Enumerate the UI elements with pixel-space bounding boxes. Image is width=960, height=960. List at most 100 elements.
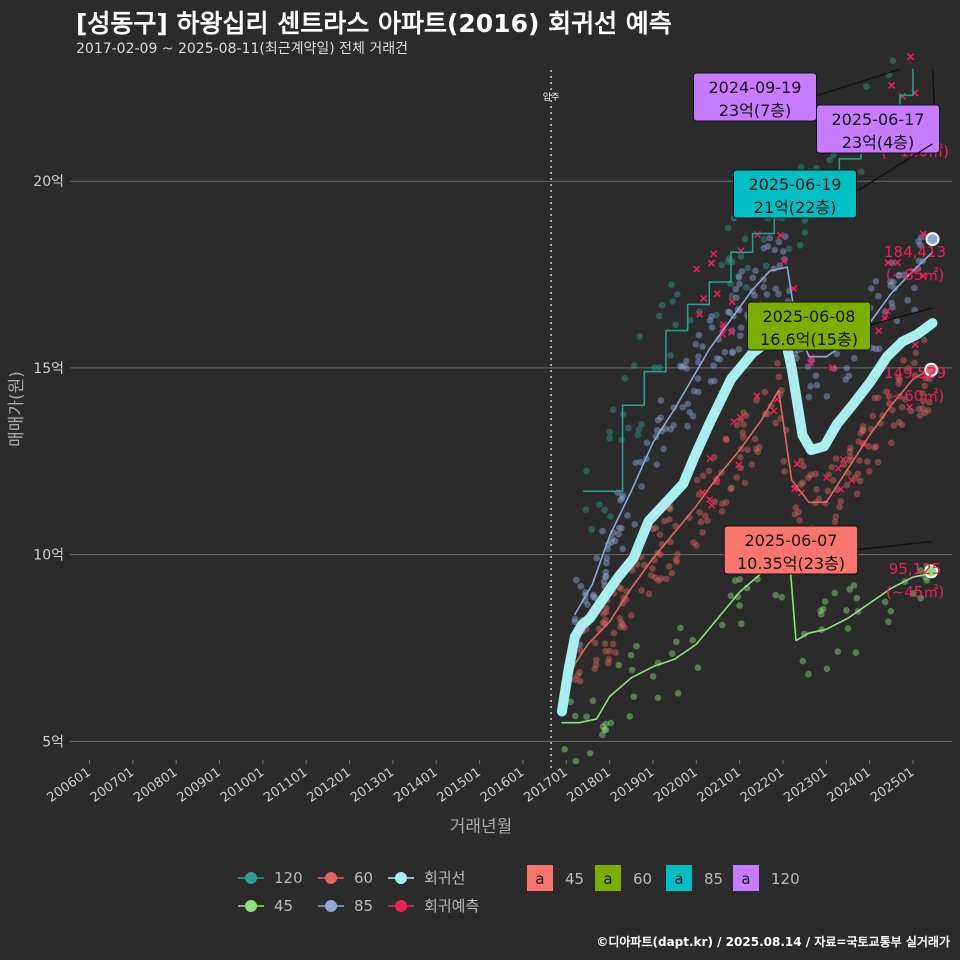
trade-point	[837, 498, 845, 505]
trade-point	[630, 362, 638, 369]
callout-text: 23억(4층)	[842, 133, 914, 152]
trade-point	[705, 467, 713, 475]
callout-date: 2025-06-07	[745, 531, 838, 550]
trade-point	[721, 348, 729, 356]
predict-marker	[776, 231, 784, 239]
trade-point	[667, 425, 675, 433]
predict-marker	[911, 341, 919, 349]
trade-point	[829, 476, 837, 484]
x-tick-label: 201801	[565, 765, 614, 806]
trade-point	[901, 396, 909, 403]
trade-point	[718, 261, 725, 269]
trade-point	[653, 461, 661, 468]
trade-point	[778, 386, 785, 394]
trade-point	[854, 470, 862, 478]
trade-point	[706, 317, 714, 324]
trade-point	[847, 453, 854, 460]
trade-point	[699, 528, 706, 536]
x-tick-label: 202301	[781, 765, 830, 806]
trade-point	[797, 481, 805, 488]
legend-dot	[245, 900, 257, 912]
predict-marker	[707, 259, 715, 267]
trade-point	[895, 374, 902, 382]
trade-point	[656, 531, 664, 538]
chart-subtitle: 2017-02-09 ~ 2025-08-11(최근계약일) 전체 거래건	[76, 41, 408, 57]
trade-point	[859, 426, 866, 434]
trade-point	[738, 268, 746, 275]
trade-point	[754, 448, 762, 456]
trade-point	[635, 426, 643, 433]
trade-point	[799, 657, 807, 665]
trade-point	[847, 444, 854, 452]
trade-point	[749, 274, 757, 282]
trade-point	[668, 281, 675, 288]
trade-point	[649, 565, 656, 572]
predict-marker	[706, 454, 714, 463]
trade-point	[672, 556, 680, 563]
trade-point	[713, 311, 720, 319]
trade-point	[915, 405, 923, 413]
trade-point	[735, 345, 743, 353]
trade-point	[658, 301, 666, 309]
trade-point	[626, 713, 633, 720]
trade-point	[727, 485, 734, 493]
callout-text: 16.6억(15층)	[760, 330, 858, 349]
trade-point	[679, 403, 687, 411]
trade-point	[895, 271, 903, 279]
legend-label: 85	[704, 870, 723, 888]
legend-label: 45	[565, 870, 584, 888]
trade-point	[850, 582, 858, 589]
scatter-60	[569, 337, 933, 685]
trade-point	[699, 472, 707, 480]
trade-point	[762, 262, 770, 270]
trade-point	[617, 585, 625, 593]
trade-point	[606, 435, 613, 442]
predict-marker	[893, 259, 902, 267]
trade-point	[845, 457, 853, 464]
trade-point	[893, 317, 901, 325]
trade-point	[591, 665, 598, 673]
predict-marker	[713, 290, 721, 298]
trade-point	[800, 462, 807, 470]
trade-point	[601, 726, 608, 734]
trade-point	[602, 647, 609, 655]
trade-point	[926, 375, 933, 383]
trade-point	[728, 292, 736, 300]
predict-marker	[888, 81, 896, 89]
trade-point	[771, 246, 779, 254]
trade-point	[602, 573, 610, 580]
trade-point	[718, 508, 726, 515]
y-tick-label: 10억	[33, 548, 64, 564]
trade-point	[609, 640, 617, 648]
trade-point	[595, 501, 603, 508]
end-marker	[924, 362, 939, 377]
trade-point	[919, 390, 926, 397]
trade-point	[654, 417, 662, 424]
trade-point	[852, 649, 860, 656]
trade-point	[637, 458, 644, 466]
trade-point	[813, 381, 821, 389]
callout-leader	[812, 68, 901, 98]
trade-point	[840, 461, 848, 468]
trade-point	[593, 554, 600, 562]
trade-point	[729, 349, 736, 357]
trade-point	[875, 394, 882, 402]
trade-point	[738, 620, 745, 628]
trade-point	[618, 436, 625, 444]
callout-leader	[852, 143, 933, 195]
trade-point	[910, 590, 917, 597]
trade-point	[689, 636, 696, 644]
predict-marker	[875, 327, 883, 335]
trade-point	[602, 726, 610, 734]
trade-point	[774, 360, 781, 367]
trade-point	[627, 612, 635, 619]
x-tick-label: 200601	[45, 765, 94, 806]
trade-point	[801, 229, 809, 236]
predict-marker	[753, 392, 761, 400]
trade-point	[741, 479, 749, 487]
legend-label: 회귀선	[424, 869, 465, 887]
trade-point	[713, 355, 721, 362]
trade-point	[583, 467, 590, 475]
trade-point	[736, 306, 743, 314]
trade-point	[668, 650, 676, 657]
